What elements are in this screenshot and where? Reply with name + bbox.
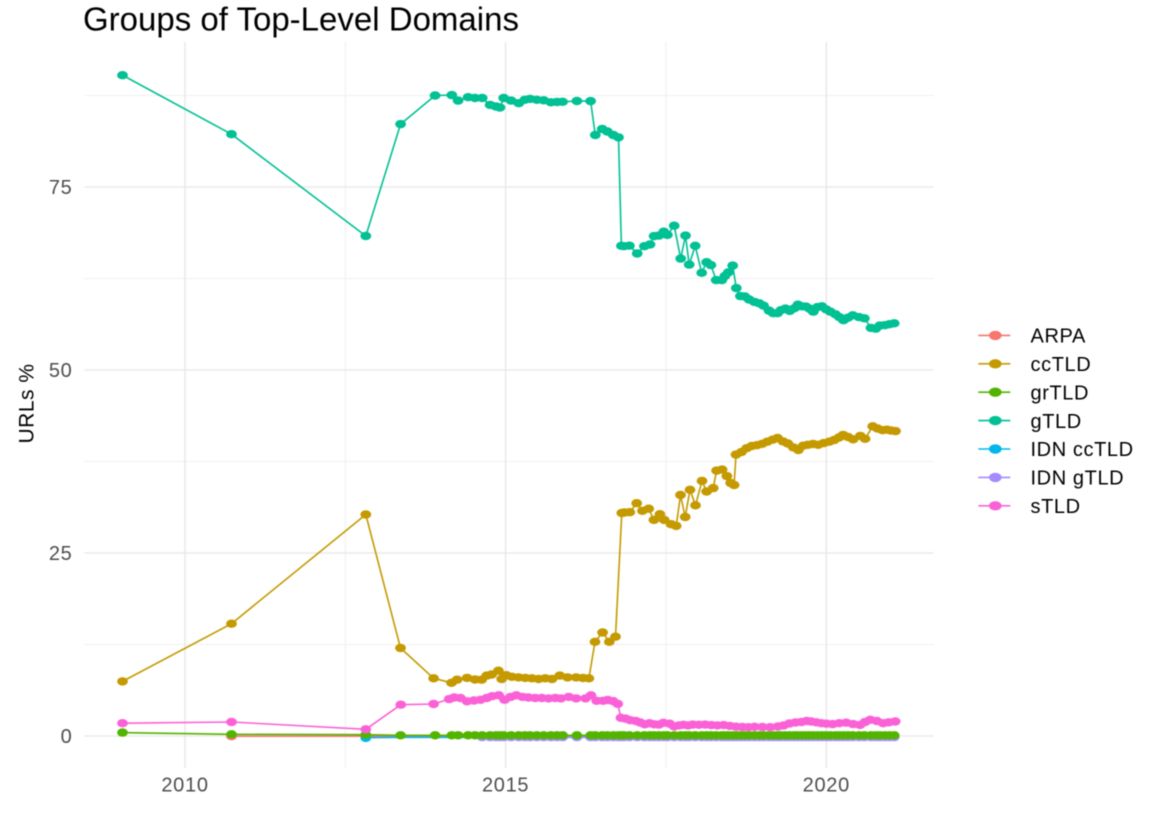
- svg-text:URLs %: URLs %: [16, 363, 39, 443]
- svg-text:25: 25: [49, 543, 73, 565]
- svg-text:ARPA: ARPA: [1031, 326, 1086, 348]
- svg-text:0: 0: [61, 726, 73, 748]
- svg-text:IDN ccTLD: IDN ccTLD: [1031, 439, 1134, 461]
- svg-text:75: 75: [49, 177, 73, 199]
- svg-text:ccTLD: ccTLD: [1031, 354, 1092, 376]
- svg-text:2010: 2010: [161, 775, 208, 797]
- svg-text:2020: 2020: [803, 775, 850, 797]
- svg-text:sTLD: sTLD: [1031, 496, 1081, 518]
- svg-text:gTLD: gTLD: [1031, 411, 1082, 433]
- svg-text:Groups of Top-Level Domains: Groups of Top-Level Domains: [83, 1, 519, 38]
- svg-text:grTLD: grTLD: [1031, 382, 1090, 404]
- svg-text:IDN gTLD: IDN gTLD: [1031, 468, 1125, 490]
- svg-text:50: 50: [49, 360, 73, 382]
- svg-text:2015: 2015: [482, 775, 529, 797]
